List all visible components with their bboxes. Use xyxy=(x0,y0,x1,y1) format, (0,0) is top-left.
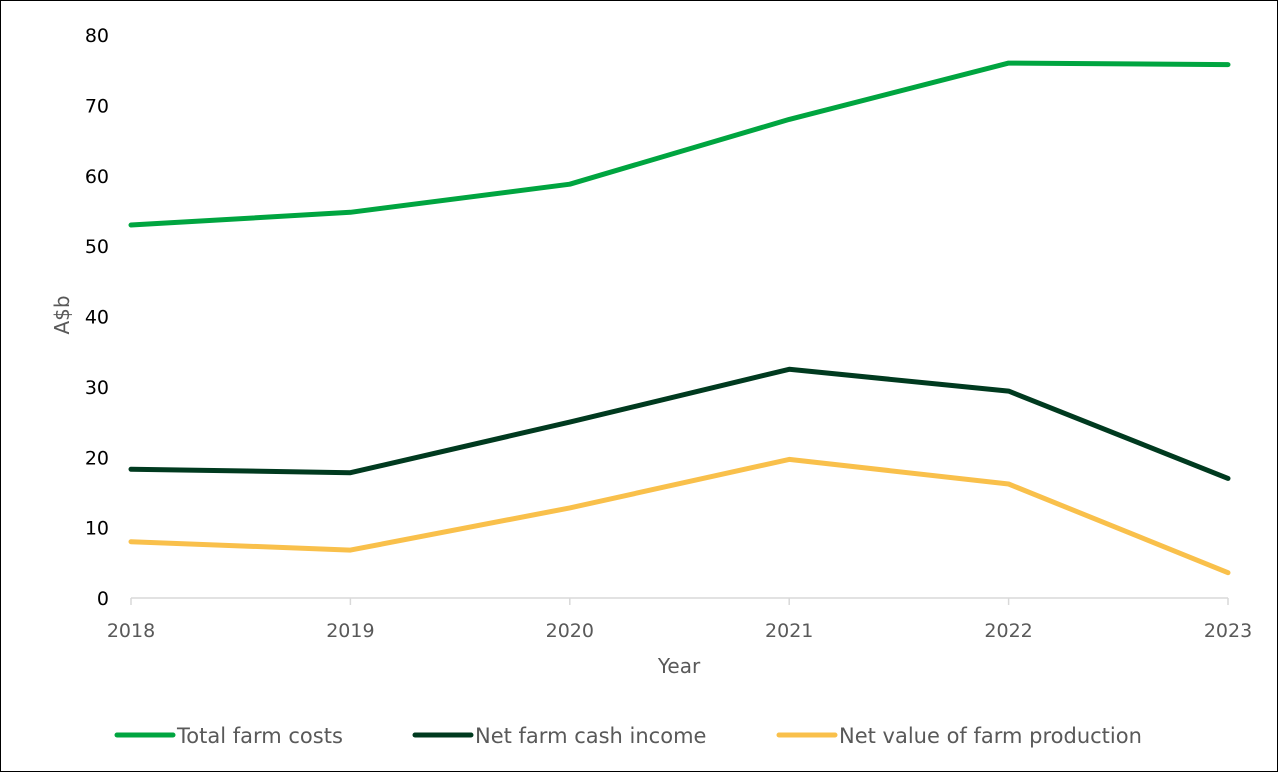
x-tick-label: 2021 xyxy=(765,620,813,642)
series-line xyxy=(128,456,1231,576)
y-tick-label: 70 xyxy=(85,95,109,117)
y-axis-title: A$b xyxy=(50,295,74,334)
x-tick-label: 2018 xyxy=(107,620,155,642)
x-tick-label: 2020 xyxy=(546,620,594,642)
y-tick-label: 30 xyxy=(85,377,109,399)
series-line xyxy=(128,60,1231,228)
legend: Total farm costs Net farm cash income Net … xyxy=(114,724,1142,748)
y-axis-tick-labels: 0 10 20 30 40 50 60 70 80 xyxy=(85,25,109,610)
legend-label: Net value of farm production xyxy=(839,724,1142,748)
x-tick-label: 2019 xyxy=(326,620,374,642)
series-line xyxy=(128,366,1231,481)
y-tick-label: 60 xyxy=(85,166,109,188)
series-lines xyxy=(128,60,1231,576)
y-tick-label: 20 xyxy=(85,447,109,469)
x-axis xyxy=(130,597,1229,605)
y-tick-label: 50 xyxy=(85,236,109,258)
legend-label: Net farm cash income xyxy=(475,724,706,748)
legend-label: Total farm costs xyxy=(176,724,343,748)
y-tick-label: 0 xyxy=(97,588,109,610)
y-tick-label: 40 xyxy=(85,307,109,329)
x-axis-title: Year xyxy=(657,654,701,678)
x-axis-tick-labels: 2018 2019 2020 2021 2022 2023 xyxy=(107,620,1252,642)
x-tick-label: 2022 xyxy=(984,620,1032,642)
y-tick-label: 10 xyxy=(85,518,109,540)
x-tick-label: 2023 xyxy=(1204,620,1252,642)
y-tick-label: 80 xyxy=(85,25,109,47)
